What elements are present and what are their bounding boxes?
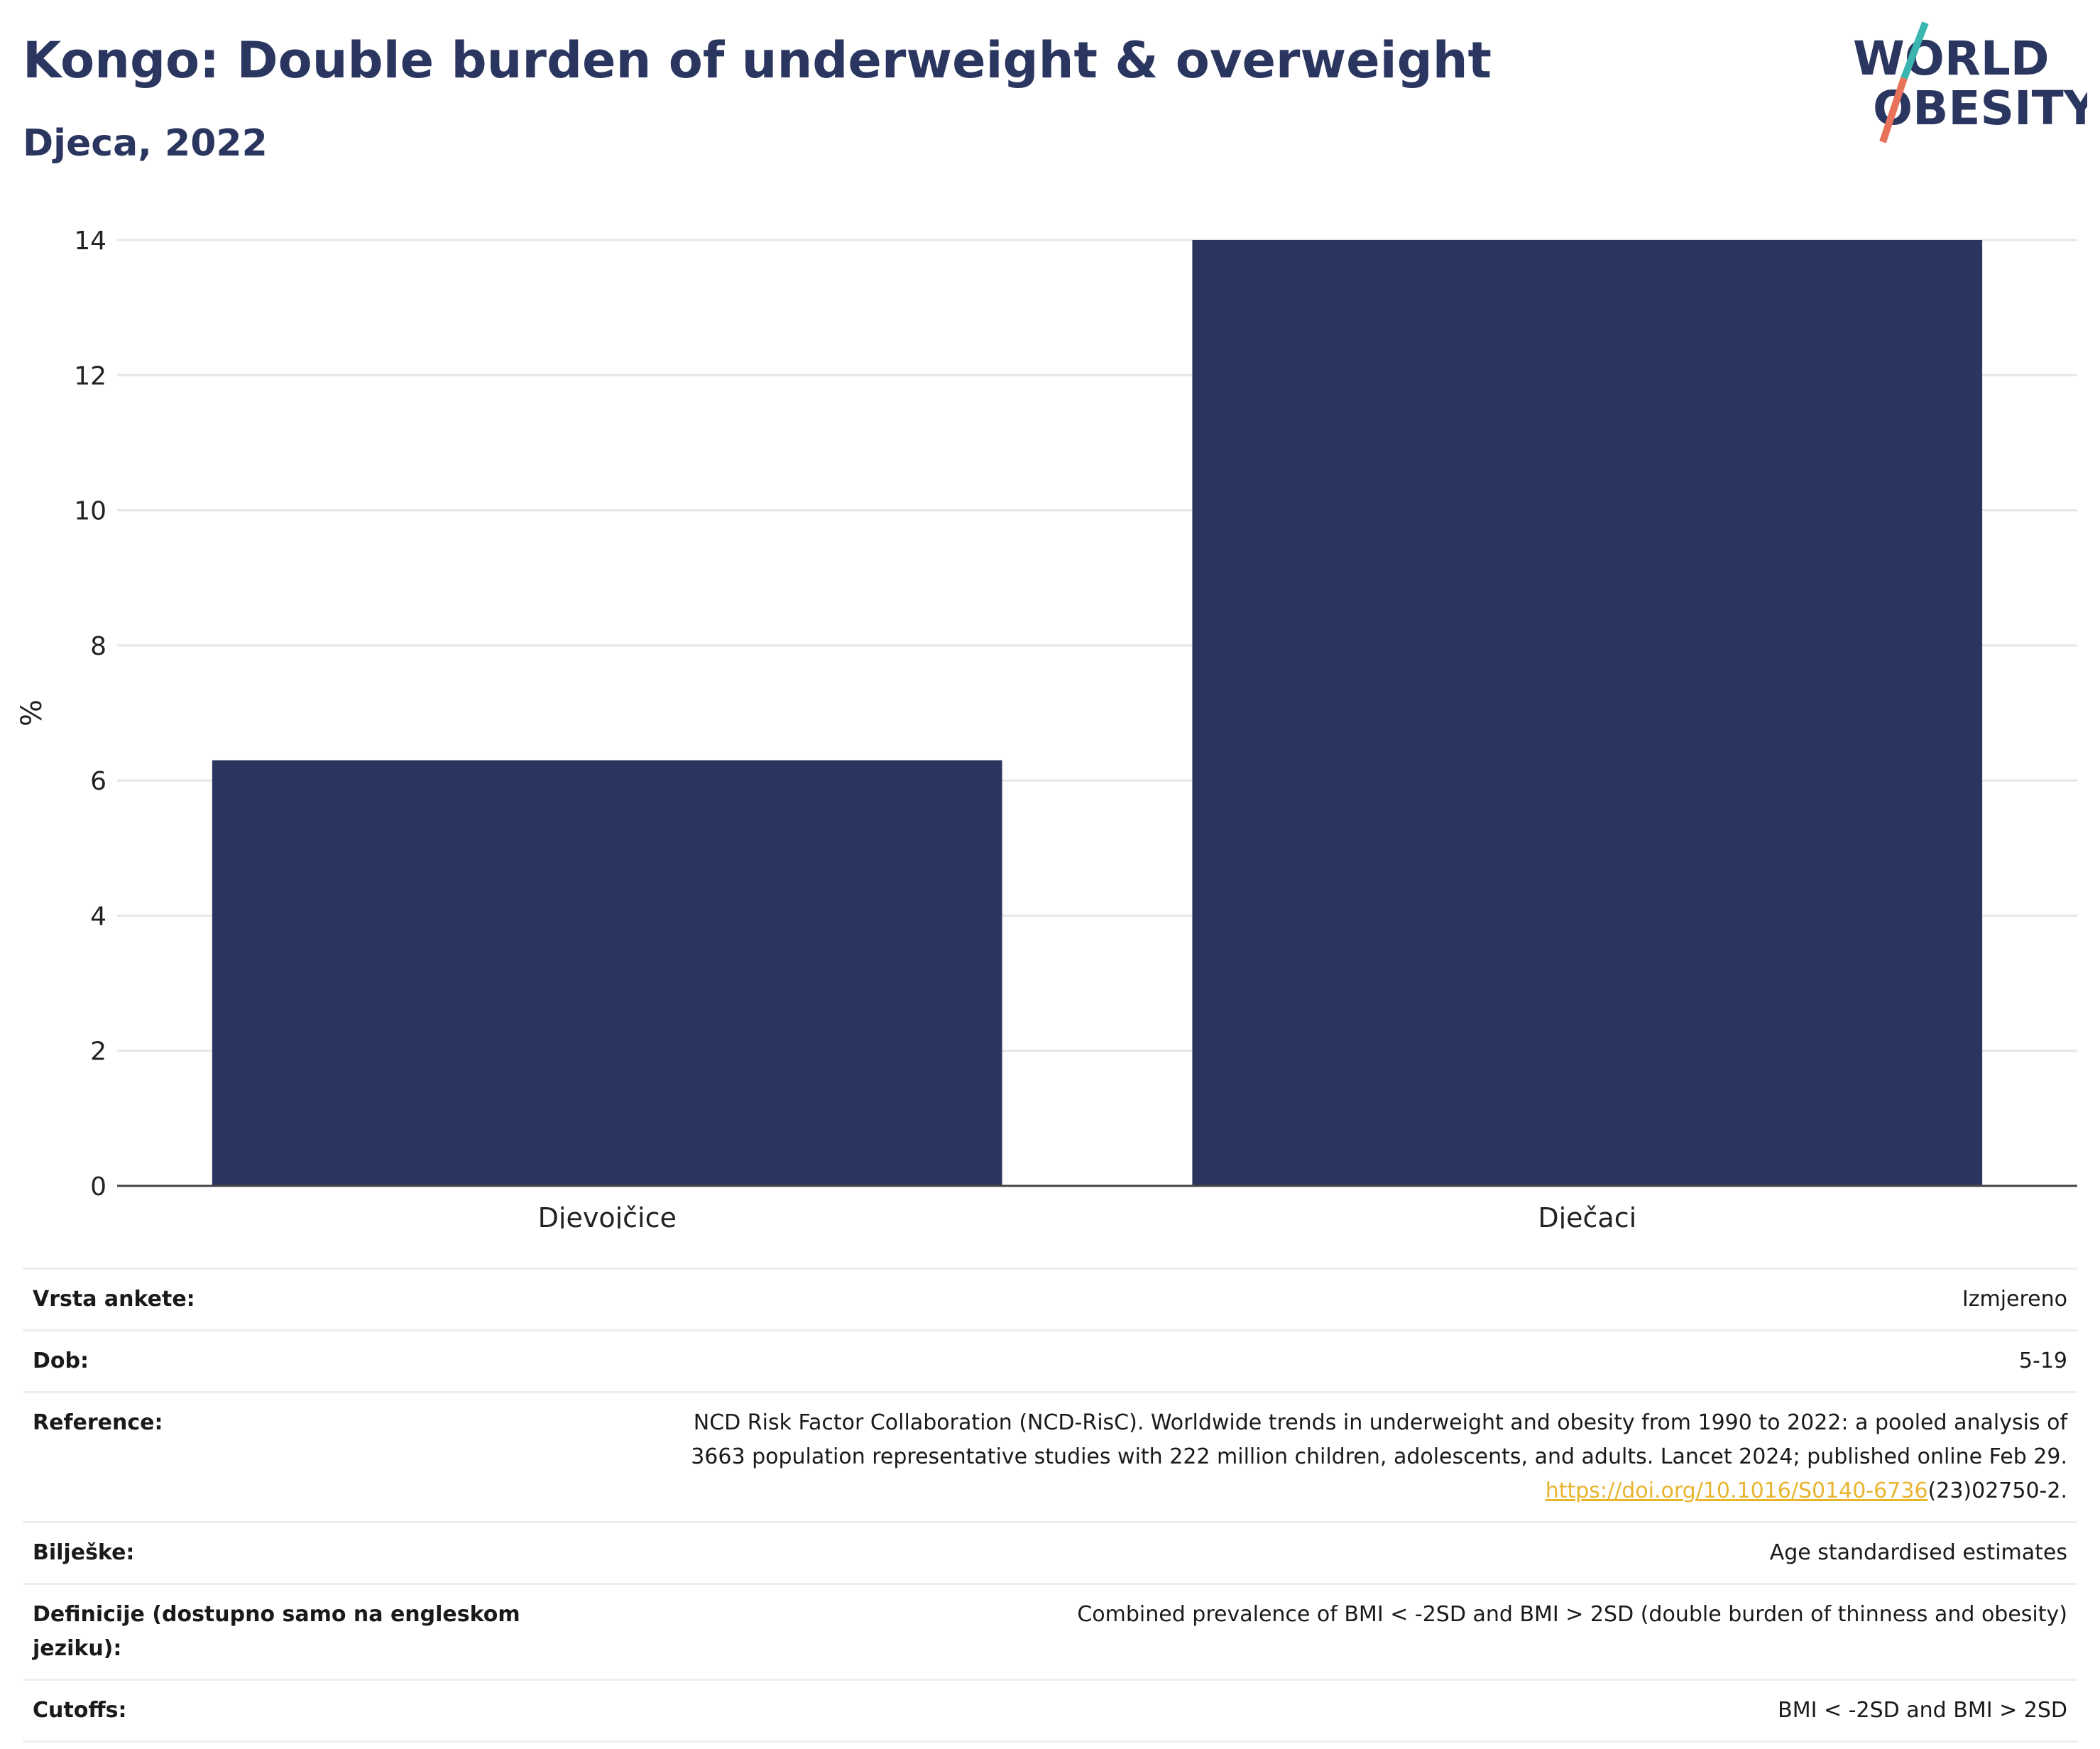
bar xyxy=(212,760,1002,1186)
info-value: Izmjereno xyxy=(540,1268,2077,1331)
x-category-labels: Djevojčice Dječaci xyxy=(538,1202,1637,1228)
info-row: Reference: NCD Risk Factor Collaboration… xyxy=(23,1391,2077,1522)
logo-slash-teal xyxy=(1901,21,1929,80)
info-row: Vrsta ankete: Izmjereno xyxy=(23,1268,2077,1331)
bar xyxy=(1192,240,1983,1186)
y-axis-label: % xyxy=(16,699,48,726)
info-value-reference: NCD Risk Factor Collaboration (NCD-RisC)… xyxy=(540,1391,2077,1522)
info-row: Definicije (dostupno samo na engleskom j… xyxy=(23,1583,2077,1680)
info-row: Dob: 5-19 xyxy=(23,1329,2077,1393)
world-obesity-logo: WORLD OBESITY xyxy=(1853,21,2087,143)
y-tick-label: 14 xyxy=(74,227,106,256)
reference-line-1: NCD Risk Factor Collaboration (NCD-RisC)… xyxy=(693,1410,2067,1435)
chart-subtitle: Djeca, 2022 xyxy=(23,122,268,165)
bar-chart: 0 2 4 6 8 10 12 14 Djevojčice Dječaci % xyxy=(16,227,2077,1228)
info-key: Reference: xyxy=(23,1391,540,1522)
y-tick-label: 8 xyxy=(90,632,106,661)
info-key: Dob: xyxy=(23,1329,540,1393)
info-value: Age standardised estimates xyxy=(540,1521,2077,1584)
y-tick-label: 10 xyxy=(74,497,106,526)
y-tick-label: 4 xyxy=(90,902,106,931)
reference-doi-link[interactable]: https://doi.org/10.1016/S0140-6736 xyxy=(1545,1478,1928,1503)
info-table: Vrsta ankete: Izmjereno Dob: 5-19 Refere… xyxy=(23,1268,2077,1743)
info-key: Cutoffs: xyxy=(23,1679,540,1743)
info-value: 5-19 xyxy=(540,1329,2077,1393)
info-key: Bilješke: xyxy=(23,1521,540,1584)
reference-doi-tail: (23)02750-2. xyxy=(1927,1478,2067,1503)
x-category-label: Djevojčice xyxy=(538,1202,677,1228)
y-tick-label: 6 xyxy=(90,767,106,796)
info-key: Vrsta ankete: xyxy=(23,1268,540,1331)
y-tick-labels: 0 2 4 6 8 10 12 14 xyxy=(74,227,106,1202)
logo-text-world: WORLD xyxy=(1853,31,2050,86)
bars xyxy=(212,240,1983,1186)
y-tick-label: 2 xyxy=(90,1037,106,1067)
chart-title: Kongo: Double burden of underweight & ov… xyxy=(23,31,1492,89)
info-row: Cutoffs: BMI < -2SD and BMI > 2SD xyxy=(23,1679,2077,1743)
info-value: BMI < -2SD and BMI > 2SD xyxy=(540,1679,2077,1743)
reference-line-2: 3663 population representative studies w… xyxy=(691,1444,2067,1469)
logo-text-obesity: OBESITY xyxy=(1873,81,2087,136)
y-tick-label: 12 xyxy=(74,361,106,391)
x-category-label: Dječaci xyxy=(1538,1202,1636,1228)
logo-slash-coral xyxy=(1879,77,1908,143)
info-key: Definicije (dostupno samo na engleskom j… xyxy=(23,1583,540,1680)
y-tick-label: 0 xyxy=(90,1172,106,1202)
info-value: Combined prevalence of BMI < -2SD and BM… xyxy=(540,1583,2077,1680)
info-row: Bilješke: Age standardised estimates xyxy=(23,1521,2077,1584)
